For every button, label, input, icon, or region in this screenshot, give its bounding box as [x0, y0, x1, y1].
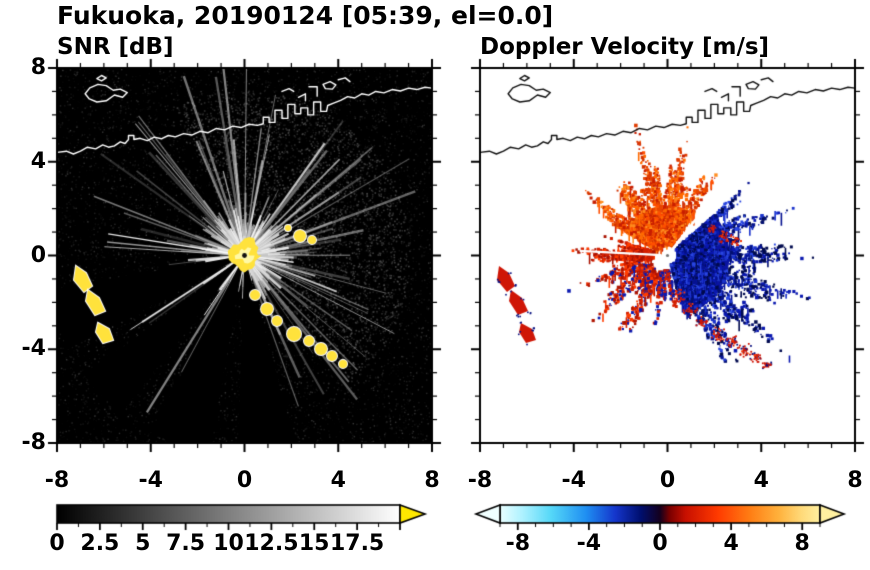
x-tick-label: 8 — [424, 468, 440, 493]
y-tick-label: 8 — [30, 55, 46, 80]
x-tick-label: 4 — [330, 468, 346, 493]
snr-colorbar-label: 7.5 — [166, 531, 206, 556]
velocity-colorbar-label: 0 — [652, 531, 668, 556]
snr-colorbar-label: 12.5 — [244, 531, 299, 556]
x-tick-label: -8 — [44, 468, 70, 493]
y-tick-label: -8 — [21, 430, 46, 455]
y-tick-label: 4 — [30, 148, 46, 174]
velocity-colorbar-label: -8 — [505, 531, 531, 556]
velocity-colorbar-label: 4 — [723, 531, 739, 556]
x-tick-label: 0 — [659, 468, 676, 493]
x-tick-label: 8 — [847, 468, 863, 493]
velocity-colorbar-label: 8 — [794, 531, 810, 556]
snr-colorbar-label: 2.5 — [80, 531, 120, 556]
x-tick-label: 0 — [236, 468, 253, 493]
x-tick-label: -8 — [467, 468, 493, 493]
x-tick-label: 4 — [753, 468, 769, 493]
y-tick-label: 0 — [30, 242, 46, 268]
snr-colorbar-label: 0 — [49, 531, 65, 556]
x-tick-label: -4 — [138, 468, 163, 493]
x-tick-label: -4 — [561, 468, 586, 493]
y-tick-label: -4 — [21, 336, 46, 362]
snr-colorbar-label: 15 — [298, 531, 330, 556]
snr-colorbar-label: 17.5 — [329, 531, 385, 556]
velocity-colorbar-label: -4 — [576, 531, 602, 556]
snr-colorbar-label: 5 — [135, 531, 151, 556]
snr-colorbar-label: 10 — [213, 531, 244, 556]
